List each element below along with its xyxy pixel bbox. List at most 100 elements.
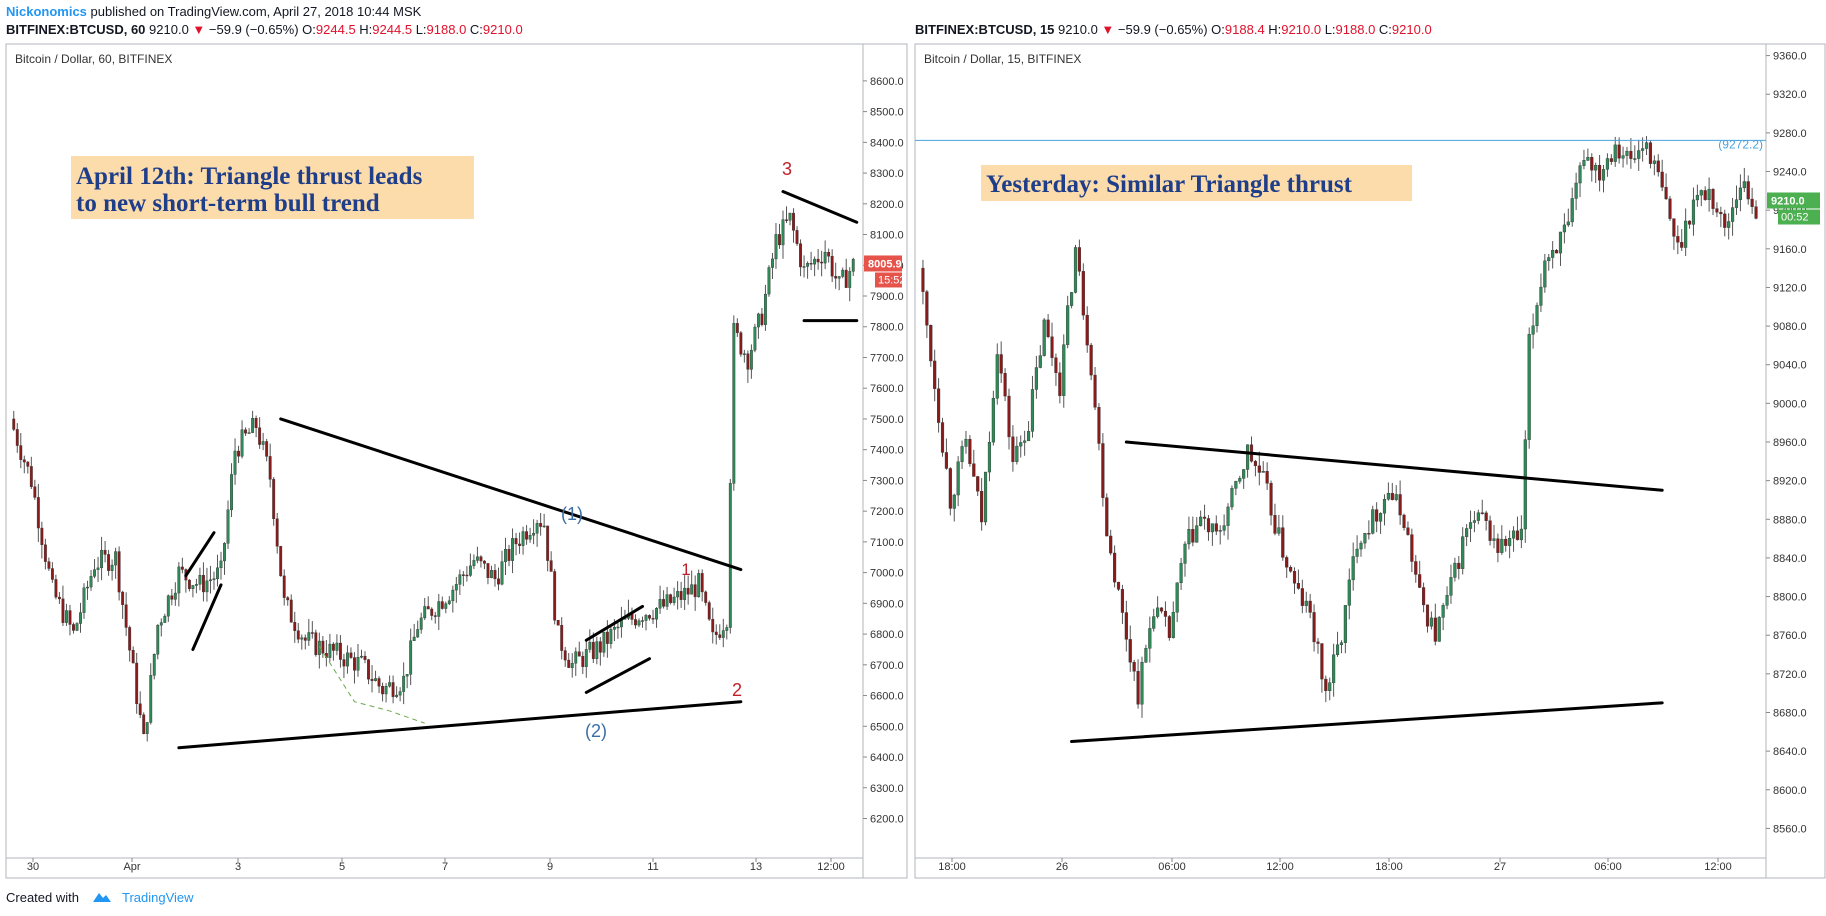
- candle-body: [1543, 260, 1547, 288]
- candle-body: [377, 678, 381, 687]
- candle-body: [497, 578, 500, 585]
- candle-body: [198, 575, 202, 585]
- countdown-badge: [1778, 209, 1820, 225]
- candle-body: [683, 587, 687, 600]
- candle-body: [117, 551, 121, 593]
- candle-body: [1339, 642, 1344, 645]
- candle-body: [475, 556, 479, 561]
- candle-body: [1101, 443, 1105, 498]
- candle-body: [1621, 155, 1625, 159]
- candle-body: [816, 258, 820, 263]
- time-tick-label: 11: [647, 861, 658, 873]
- time-tick-label: 27: [1494, 861, 1506, 873]
- candle-body: [1347, 579, 1351, 606]
- candle-body: [1641, 148, 1645, 151]
- candle-body: [760, 313, 764, 325]
- candle-body: [1504, 538, 1508, 546]
- candle-body: [356, 657, 360, 671]
- candle-body: [440, 601, 444, 609]
- candle-body: [1539, 286, 1543, 306]
- candle-body: [363, 655, 367, 660]
- open-value: 9244.5: [315, 22, 356, 37]
- candle-body: [163, 615, 167, 623]
- annotations: (9272.2) Yesterday: Similar Triangle thru…: [915, 137, 1766, 743]
- candle-body: [1465, 528, 1469, 537]
- candle-body: [753, 326, 757, 351]
- candle-body: [1617, 144, 1621, 159]
- candle-body: [546, 525, 550, 561]
- candle-body: [15, 429, 19, 446]
- tradingview-link[interactable]: TradingView: [122, 890, 194, 905]
- candle-body: [686, 587, 690, 595]
- candle-body: [1183, 543, 1187, 564]
- candle-body: [1742, 181, 1746, 189]
- last-price: 9210.0: [1058, 22, 1098, 37]
- candle-body: [1441, 605, 1445, 618]
- candle-body: [693, 584, 697, 598]
- candle-body: [166, 595, 170, 617]
- candle-body: [525, 531, 529, 540]
- candle-body: [1285, 557, 1289, 568]
- candle-body: [792, 212, 795, 231]
- candle-body: [405, 674, 409, 677]
- candle-body: [212, 578, 216, 580]
- candle-body: [57, 596, 61, 600]
- candle-body: [244, 429, 248, 434]
- candle-body: [785, 219, 788, 221]
- price-tick-label: 8720.0: [1773, 669, 1807, 681]
- candle-body: [1124, 612, 1128, 640]
- candle-body: [1715, 208, 1719, 213]
- last-price-badge-text: 8005.9: [868, 258, 902, 270]
- candle-body: [739, 332, 743, 355]
- high-label: H:: [1268, 22, 1282, 37]
- candle-body: [346, 652, 349, 667]
- candle-body: [1109, 535, 1113, 554]
- candle-body: [1727, 221, 1731, 228]
- candle-body: [1171, 612, 1175, 638]
- candle-body: [145, 722, 149, 734]
- time-tick-label: 06:00: [1594, 861, 1622, 873]
- candle-body: [1363, 532, 1367, 544]
- price-tick-label: 6800.0: [870, 629, 904, 641]
- candle-body: [416, 629, 420, 638]
- candle-body: [310, 632, 314, 634]
- candle-body: [149, 675, 153, 723]
- candle-body: [173, 592, 177, 600]
- candles: [12, 206, 855, 742]
- candle-body: [1296, 583, 1301, 589]
- candle-body: [956, 461, 960, 496]
- candle-body: [296, 630, 300, 640]
- candle-body: [725, 627, 729, 631]
- candle-body: [1226, 506, 1230, 526]
- candle-body: [1093, 374, 1097, 408]
- candle-body: [1120, 589, 1124, 613]
- candle-body: [1586, 157, 1590, 161]
- candle-body: [419, 617, 423, 630]
- candle-body: [1324, 678, 1328, 692]
- candle-body: [1547, 257, 1551, 262]
- candle-body: [1527, 334, 1531, 440]
- candle-body: [107, 554, 111, 571]
- candle-body: [1519, 528, 1523, 541]
- candle-body: [1191, 528, 1195, 543]
- author-link[interactable]: Nickonomics: [6, 4, 87, 19]
- candle-body: [1265, 471, 1269, 484]
- time-tick-label: 12:00: [1266, 861, 1294, 873]
- candle-body: [1304, 600, 1308, 606]
- price-tick-label: 8100.0: [870, 230, 904, 242]
- candle-body: [19, 445, 23, 460]
- candle-body: [61, 598, 65, 623]
- candle-body: [929, 325, 933, 362]
- candle-body: [711, 619, 715, 633]
- candle-body: [251, 418, 255, 433]
- candle-body: [444, 603, 448, 609]
- price-tick-label: 7200.0: [870, 506, 904, 518]
- candle-body: [827, 252, 831, 257]
- ohlc-legend-right: BITFINEX:BTCUSD, 15 9210.0 ▼ −59.9 (−0.6…: [915, 22, 1432, 37]
- candle-body: [1230, 488, 1234, 508]
- candle-body: [293, 622, 297, 631]
- candle-body: [771, 258, 774, 268]
- candle-body: [655, 608, 658, 620]
- candle-body: [138, 703, 142, 715]
